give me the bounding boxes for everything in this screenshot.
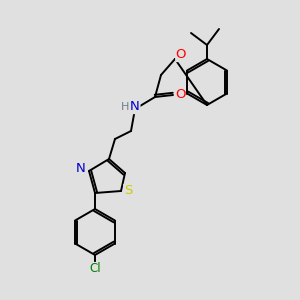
Text: N: N <box>130 100 140 113</box>
Text: O: O <box>176 49 186 62</box>
Text: O: O <box>175 88 185 101</box>
Text: N: N <box>76 163 86 176</box>
Text: Cl: Cl <box>89 262 101 275</box>
Text: S: S <box>124 184 132 197</box>
Text: H: H <box>121 102 129 112</box>
